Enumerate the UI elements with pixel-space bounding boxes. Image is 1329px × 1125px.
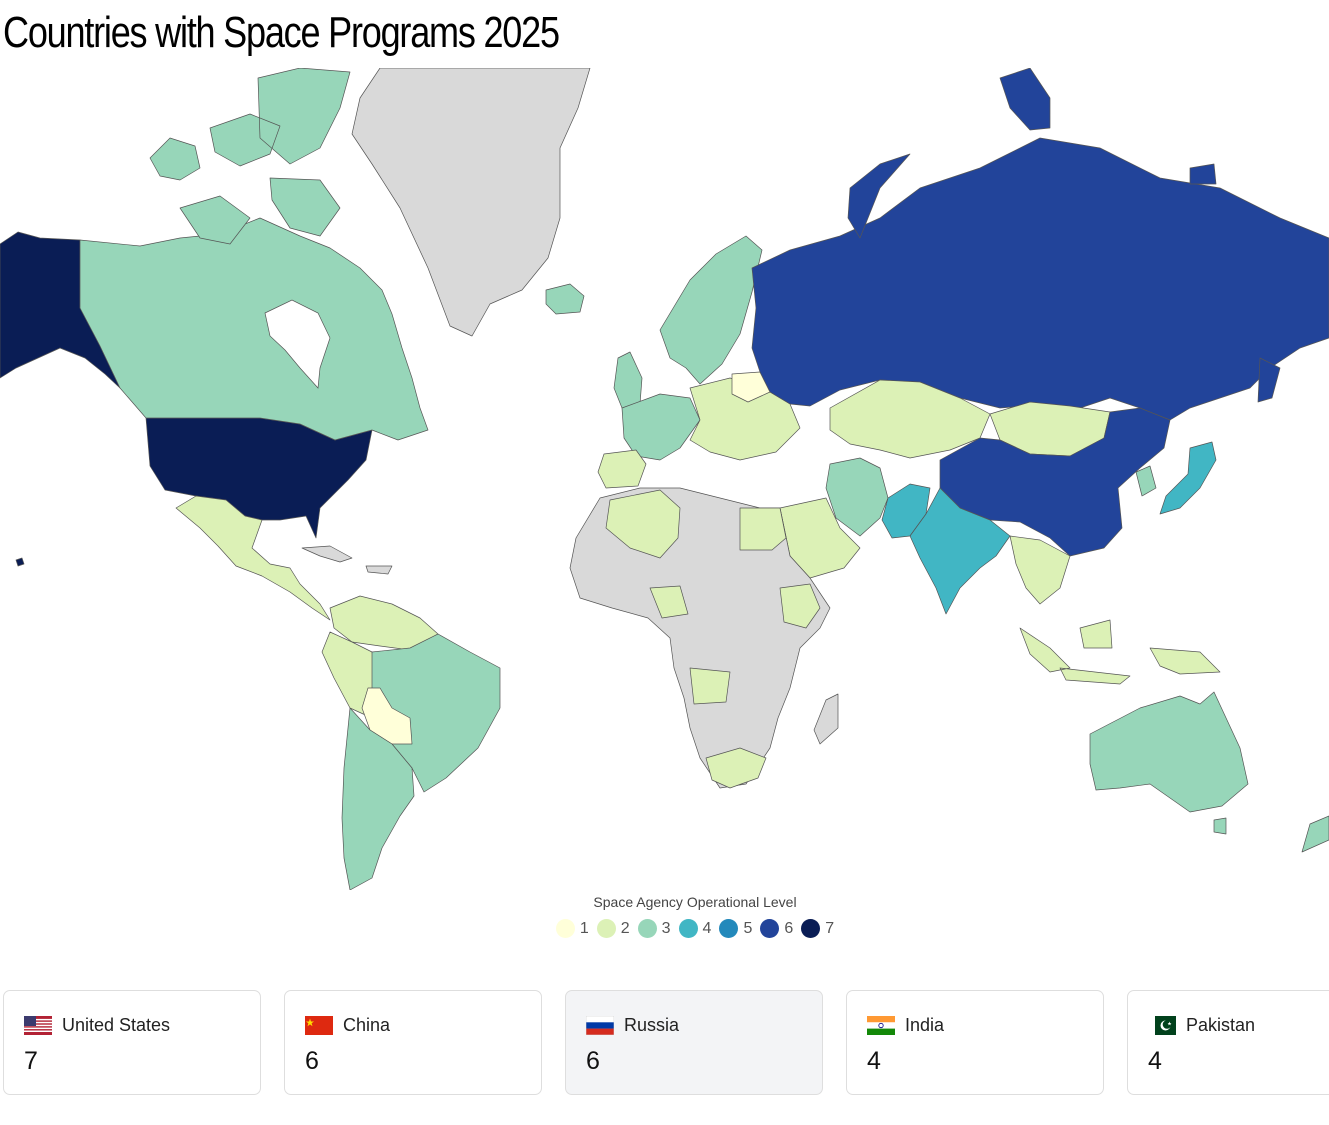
region-kazakhstan	[829, 379, 991, 459]
region-argentina[interactable]	[341, 707, 415, 890]
card-country-name: India	[905, 1015, 945, 1035]
india-flag-icon	[867, 1016, 895, 1035]
russia-flag-icon	[586, 1016, 614, 1035]
region-new-zealand	[1213, 815, 1329, 853]
region-hawaii	[15, 557, 25, 567]
region-caribbean	[301, 545, 393, 575]
legend-swatch	[678, 919, 698, 938]
region-russia-islands	[847, 68, 1281, 403]
region-east-africa	[649, 583, 821, 705]
card-country-name: United States	[62, 1015, 171, 1035]
card-pakistan[interactable]: Pakistan 4	[1127, 990, 1329, 1095]
region-scandinavia	[659, 235, 763, 385]
legend-item-6[interactable]: 6	[760, 919, 793, 938]
region-mexico[interactable]	[175, 495, 331, 621]
region-western-europe	[621, 393, 701, 461]
card-china[interactable]: China 6	[284, 990, 542, 1095]
region-iran	[825, 457, 889, 537]
legend-title: Space Agency Operational Level	[593, 894, 797, 910]
card-india[interactable]: India 4	[846, 990, 1104, 1095]
card-russia[interactable]: Russia 6	[565, 990, 823, 1095]
region-japan[interactable]	[1159, 441, 1217, 515]
legend-swatch	[596, 919, 616, 938]
legend-item-4[interactable]: 4	[678, 919, 712, 938]
legend-swatch	[760, 919, 780, 938]
region-canada[interactable]	[79, 217, 429, 441]
legend-item-7[interactable]: 7	[801, 919, 834, 938]
card-country-name: Russia	[624, 1015, 680, 1035]
legend-label: 5	[743, 919, 753, 937]
region-south-africa	[705, 747, 767, 789]
region-iberia	[597, 449, 647, 489]
legend-item-2[interactable]: 2	[596, 919, 630, 938]
legend-label: 4	[702, 919, 712, 937]
card-united-states[interactable]: United States 7	[3, 990, 261, 1095]
legend-swatch	[719, 919, 739, 938]
region-bolivia[interactable]	[361, 687, 413, 745]
legend-label: 3	[661, 919, 671, 937]
region-indonesia	[1019, 619, 1221, 685]
region-belarus	[731, 371, 771, 403]
card-header: China	[305, 1015, 390, 1036]
region-iceland	[545, 283, 585, 315]
card-level-value: 7	[24, 1047, 38, 1075]
card-level-value: 6	[586, 1047, 600, 1075]
card-level-value: 6	[305, 1047, 319, 1075]
region-canada-islands	[149, 68, 351, 245]
card-header: Russia	[586, 1015, 679, 1036]
region-korea	[1135, 465, 1157, 497]
legend-swatch	[637, 919, 657, 938]
region-china[interactable]	[939, 407, 1171, 557]
legend-label: 6	[784, 919, 794, 937]
china-flag-icon	[305, 1016, 333, 1035]
legend-label: 1	[579, 919, 589, 937]
region-egypt	[739, 507, 787, 551]
country-cards: United States 7 China 6	[3, 990, 1329, 1097]
legend-label: 2	[620, 919, 630, 937]
region-southeast-asia	[1009, 535, 1071, 605]
card-country-name: China	[343, 1015, 391, 1035]
page-title: Countries with Space Programs 2025	[3, 8, 560, 57]
region-madagascar	[813, 693, 839, 745]
card-country-name: Pakistan	[1186, 1015, 1256, 1035]
legend-item-5[interactable]: 5	[719, 919, 752, 938]
legend-swatch	[801, 919, 821, 938]
world-map-svg	[0, 68, 1329, 890]
region-uk	[613, 351, 643, 409]
card-header: India	[867, 1015, 944, 1036]
card-header: United States	[24, 1015, 170, 1036]
card-header: Pakistan	[1148, 1015, 1255, 1036]
region-alaska[interactable]	[0, 231, 121, 389]
region-russia[interactable]	[751, 137, 1329, 421]
legend-label: 7	[825, 919, 835, 937]
pakistan-flag-icon	[1148, 1016, 1176, 1035]
us-flag-icon	[24, 1016, 52, 1035]
region-greenland	[351, 68, 591, 337]
world-map	[0, 68, 1329, 890]
region-india[interactable]	[909, 487, 1011, 615]
legend: 1 2 3 4 5 6 7	[0, 919, 1329, 938]
region-algeria	[605, 489, 681, 559]
legend-swatch	[555, 919, 575, 938]
card-level-value: 4	[867, 1047, 881, 1075]
legend-item-3[interactable]: 3	[637, 919, 671, 938]
region-australia	[1089, 691, 1249, 813]
card-level-value: 4	[1148, 1047, 1162, 1075]
legend-item-1[interactable]: 1	[555, 919, 589, 938]
